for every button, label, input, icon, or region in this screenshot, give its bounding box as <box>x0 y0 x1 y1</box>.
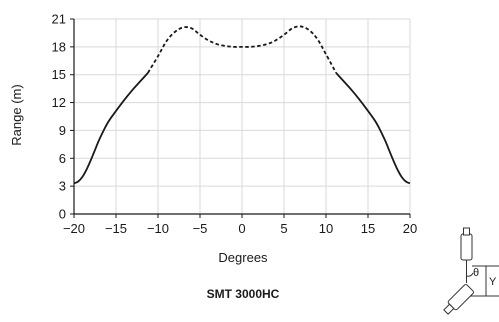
data-series <box>73 25 411 185</box>
y-tick-label: 21 <box>52 12 66 27</box>
y-tick-label: 18 <box>52 39 66 54</box>
y-tick-label: 0 <box>59 207 66 222</box>
y-tick-label: 3 <box>59 179 66 194</box>
y-dimension-label: Y <box>489 276 497 288</box>
theta-label: θ <box>473 267 479 279</box>
x-tick-label: −15 <box>105 221 127 236</box>
y-tick-label: 15 <box>52 67 66 82</box>
upper-sensor-cap <box>463 227 470 236</box>
x-tick-label: 0 <box>238 221 245 236</box>
theta-arc <box>466 272 474 277</box>
series-line-2-dashed <box>147 25 337 74</box>
x-tick-label: 15 <box>361 221 375 236</box>
x-tick-label: −10 <box>147 221 169 236</box>
x-tick-label: 5 <box>280 221 287 236</box>
x-tick-labels: −20 −15 −10 −5 0 5 10 15 20 <box>63 221 417 236</box>
axes <box>70 18 411 218</box>
sensor-angle-diagram <box>443 227 499 315</box>
chart-subtitle: SMT 3000HC <box>207 287 280 301</box>
grid-lines <box>74 18 411 214</box>
y-tick-label: 9 <box>59 123 66 138</box>
y-tick-labels: 0 3 6 9 12 15 18 21 <box>52 12 66 222</box>
x-tick-label: −20 <box>63 221 85 236</box>
x-tick-label: 20 <box>403 221 417 236</box>
series-line-3-solid <box>335 72 411 185</box>
y-tick-label: 6 <box>59 151 66 166</box>
x-axis-label: Degrees <box>218 250 268 265</box>
x-tick-label: −5 <box>193 221 208 236</box>
y-axis-label: Range (m) <box>9 84 24 145</box>
series-line-1-solid <box>73 72 149 185</box>
y-tick-label: 12 <box>52 95 66 110</box>
lower-sensor <box>443 284 474 315</box>
x-tick-label: 10 <box>319 221 333 236</box>
upper-sensor-body <box>460 233 473 261</box>
